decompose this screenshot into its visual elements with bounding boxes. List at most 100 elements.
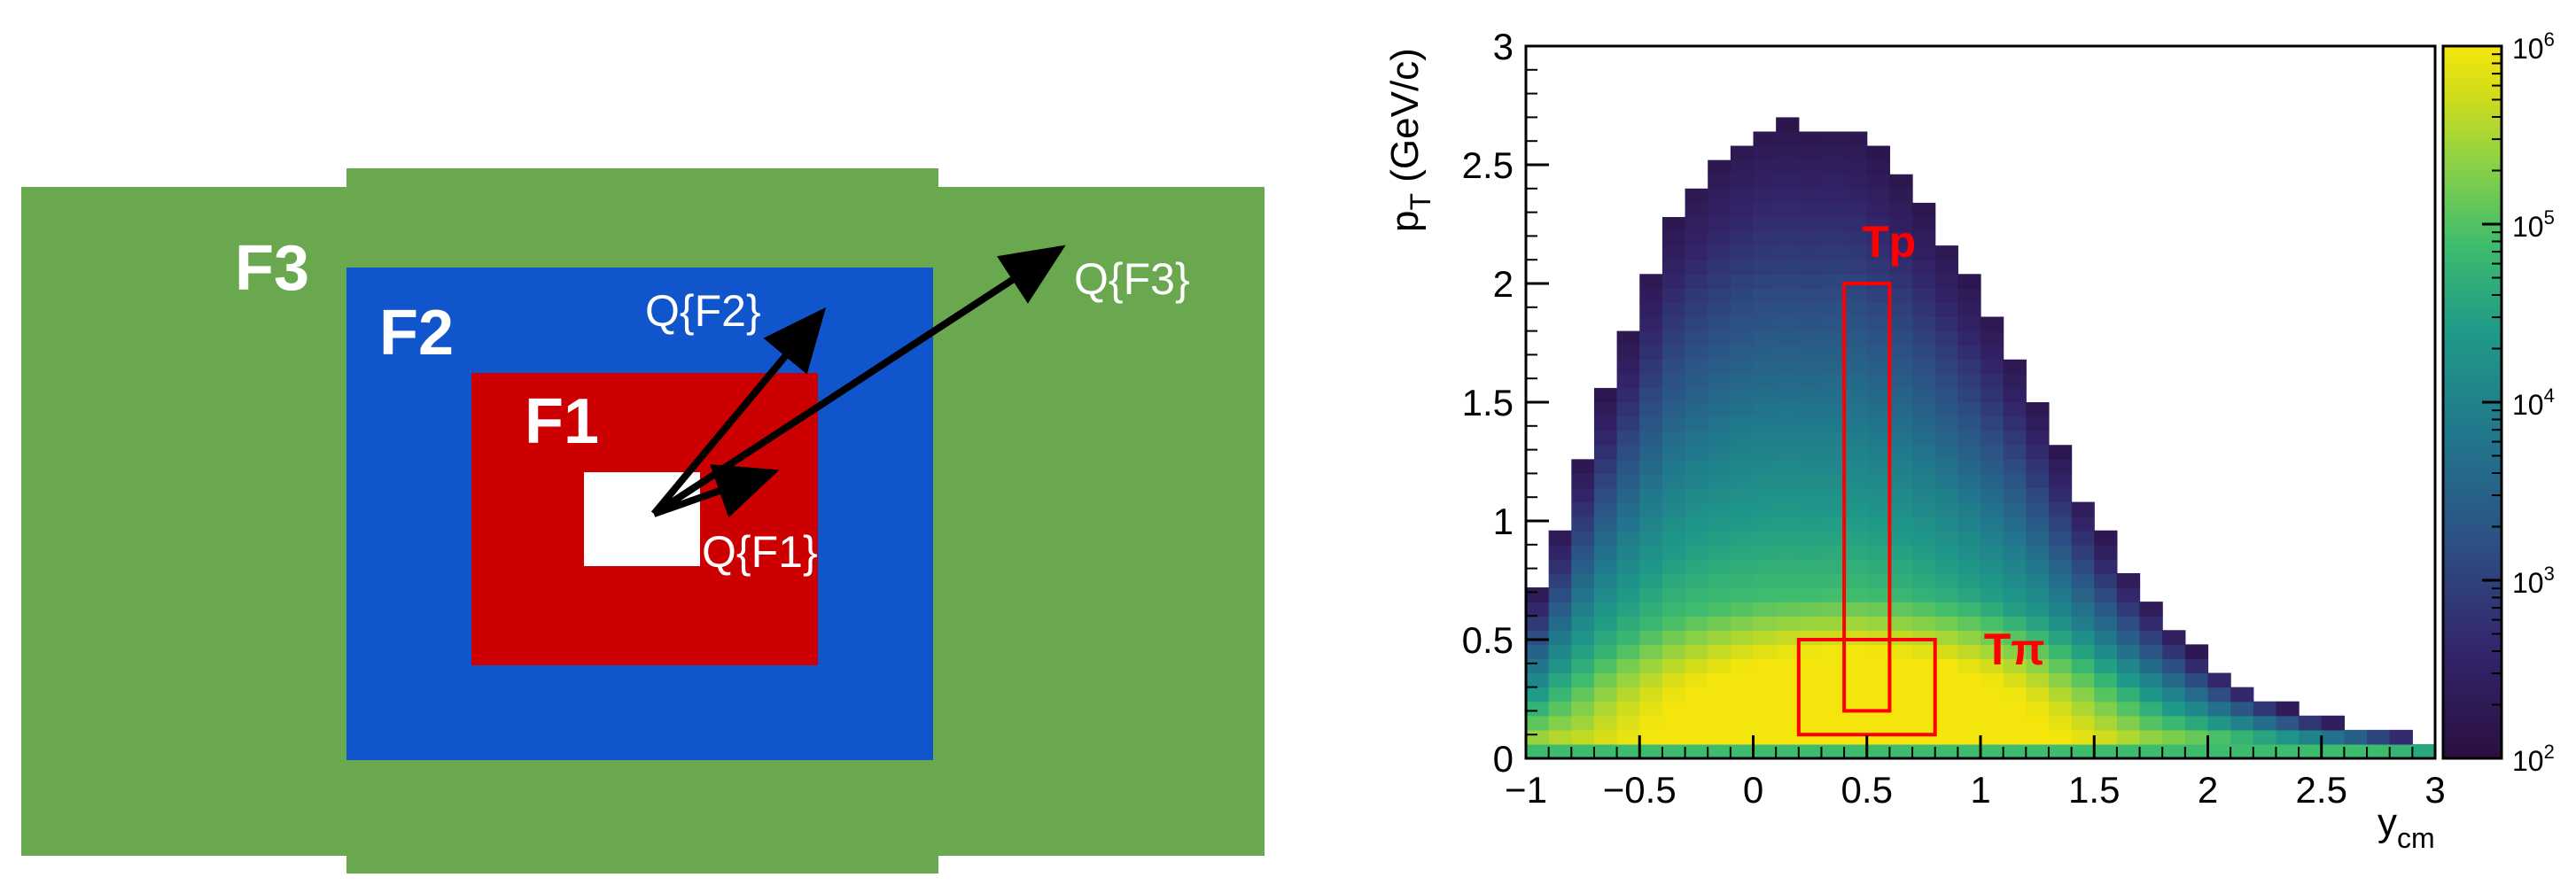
label-q-f2: Q{F2}	[645, 286, 761, 336]
heatmap-cell	[1753, 260, 1777, 275]
heatmap-cell	[1934, 616, 1958, 631]
heatmap-cell	[1844, 316, 1868, 332]
heatmap-cell	[1844, 231, 1868, 246]
heatmap-cell	[2094, 701, 2118, 717]
heatmap-cell	[2299, 729, 2323, 745]
heatmap-cell	[1753, 602, 1777, 617]
heatmap-cell	[2139, 729, 2163, 745]
heatmap-cell	[1889, 658, 1913, 674]
heatmap-cell	[1753, 516, 1777, 532]
heatmap-cell	[1844, 530, 1868, 546]
heatmap-cell	[2048, 715, 2073, 731]
heatmap-cell	[1753, 487, 1777, 503]
heatmap-cell	[1776, 530, 1800, 546]
heatmap-cell	[1889, 416, 1913, 431]
heatmap-cell	[1685, 288, 1708, 304]
heatmap-cell	[1912, 330, 1936, 346]
heatmap-cell	[1981, 729, 2004, 745]
heatmap-cell	[1548, 701, 1572, 717]
heatmap-cell	[2162, 715, 2186, 731]
heatmap-cell	[1708, 473, 1732, 489]
heatmap-cell	[1934, 431, 1958, 446]
heatmap-cell	[1593, 672, 1618, 688]
heatmap-cell	[1571, 715, 1595, 731]
heatmap-cell	[1662, 445, 1686, 460]
heatmap-cell	[1593, 558, 1618, 574]
heatmap-cell	[1821, 345, 1845, 361]
heatmap-cell	[1889, 402, 1913, 417]
heatmap-cell	[1593, 729, 1618, 745]
heatmap-cell	[1866, 743, 1890, 759]
heatmap-cell	[2116, 602, 2141, 617]
heatmap-cell	[1934, 501, 1958, 517]
heatmap-cell	[1934, 530, 1958, 546]
heatmap-cell	[1730, 602, 1755, 617]
heatmap-cell	[1798, 288, 1823, 304]
heatmap-cell	[1821, 544, 1845, 560]
heatmap-cell	[1981, 558, 2004, 574]
heatmap-cell	[1889, 302, 1913, 318]
heatmap-cell	[1616, 402, 1640, 417]
heatmap-cell	[1685, 302, 1708, 318]
heatmap-cell	[2071, 687, 2095, 703]
heatmap-cell	[1912, 602, 1936, 617]
heatmap-cell	[1639, 473, 1663, 489]
heatmap-cell	[2048, 644, 2073, 660]
heatmap-cell	[1776, 302, 1800, 318]
heatmap-cell	[2071, 516, 2095, 532]
heatmap-cell	[1730, 729, 1755, 745]
heatmap-cell	[1708, 330, 1732, 346]
heatmap-cell	[1593, 459, 1618, 474]
heatmap-cell	[1981, 459, 2004, 474]
heatmap-cell	[1821, 431, 1845, 446]
heatmap-cell	[2162, 687, 2186, 703]
heatmap-cell	[2276, 701, 2300, 717]
heatmap-cell	[1526, 658, 1550, 674]
heatmap-cell	[1662, 644, 1686, 660]
heatmap-cell	[1753, 302, 1777, 318]
heatmap-cell	[1981, 431, 2004, 446]
heatmap-cell	[1753, 330, 1777, 346]
heatmap-cell	[1776, 587, 1800, 602]
heatmap-cell	[1548, 729, 1572, 745]
heatmap-cell	[1821, 630, 1845, 645]
vector-q1-arrow	[652, 463, 780, 518]
heatmap-cell	[1844, 216, 1868, 232]
heatmap-cell	[1844, 473, 1868, 489]
heatmap-cell	[1866, 387, 1890, 403]
heatmap-cell	[1639, 687, 1663, 703]
acceptance-boxes: Tp Tπ	[1796, 217, 2045, 737]
heatmap-cell	[1912, 245, 1936, 260]
heatmap-cell	[1866, 658, 1890, 674]
heatmap-cell	[1685, 245, 1708, 260]
heatmap-cell	[1957, 330, 1981, 346]
heatmap-cell	[1616, 473, 1640, 489]
heatmap-cell	[1685, 402, 1708, 417]
heatmap-cell	[1593, 501, 1618, 517]
heatmap-cell	[2116, 658, 2141, 674]
heatmap-cell	[1662, 245, 1686, 260]
heatmap-cell	[1662, 260, 1686, 275]
heatmap-cell	[2026, 473, 2050, 489]
heatmap-cell	[1866, 687, 1890, 703]
heatmap-cell	[2048, 687, 2073, 703]
heatmap-cell	[1981, 630, 2004, 645]
heatmap-cell	[1889, 260, 1913, 275]
heatmap-cell	[1912, 672, 1936, 688]
heatmap-cell	[1981, 530, 2004, 546]
heatmap-cell	[1798, 729, 1823, 745]
heatmap-cell	[1798, 316, 1823, 332]
heatmap-cell	[1866, 345, 1890, 361]
heatmap-cell	[1708, 345, 1732, 361]
heatmap-cell	[1889, 743, 1913, 759]
heatmap-cell	[2048, 516, 2073, 532]
heatmap-cell	[1866, 544, 1890, 560]
heatmap-cell	[1776, 174, 1800, 190]
heatmap-cell	[1730, 658, 1755, 674]
heatmap-cell	[1753, 202, 1777, 218]
heatmap-cell	[2139, 602, 2163, 617]
heatmap-cell	[1821, 359, 1845, 375]
heatmap-cell	[1981, 316, 2004, 332]
heatmap-cell	[1934, 715, 1958, 731]
heatmap-cell	[1616, 387, 1640, 403]
